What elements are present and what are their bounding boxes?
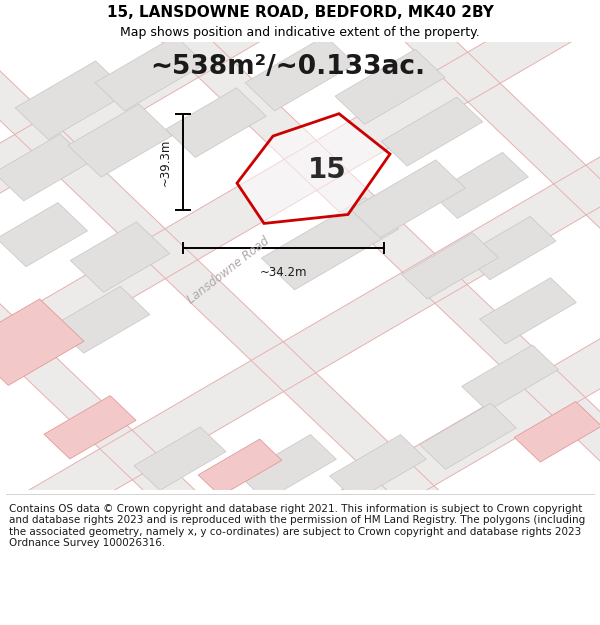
Polygon shape [335, 49, 445, 124]
Polygon shape [431, 152, 529, 218]
Polygon shape [0, 202, 88, 267]
Polygon shape [44, 396, 136, 459]
Polygon shape [381, 97, 483, 166]
Text: Contains OS data © Crown copyright and database right 2021. This information is : Contains OS data © Crown copyright and d… [9, 504, 585, 548]
Polygon shape [329, 434, 427, 501]
Polygon shape [479, 278, 577, 344]
Polygon shape [410, 0, 600, 408]
Polygon shape [464, 216, 556, 280]
Polygon shape [0, 0, 600, 526]
Polygon shape [0, 134, 90, 201]
Polygon shape [95, 36, 205, 111]
Polygon shape [262, 198, 398, 290]
Text: ~34.2m: ~34.2m [260, 266, 307, 279]
Text: Map shows position and indicative extent of the property.: Map shows position and indicative extent… [120, 26, 480, 39]
Polygon shape [0, 0, 493, 625]
Polygon shape [0, 0, 494, 188]
Polygon shape [166, 88, 266, 158]
Polygon shape [15, 61, 129, 139]
Polygon shape [0, 6, 600, 625]
Polygon shape [0, 0, 600, 413]
Polygon shape [0, 299, 84, 386]
Polygon shape [107, 0, 600, 584]
Polygon shape [198, 439, 282, 496]
Polygon shape [0, 0, 600, 300]
Text: ~39.3m: ~39.3m [159, 138, 172, 186]
Polygon shape [461, 345, 559, 411]
Polygon shape [245, 36, 355, 111]
Text: ~538m²/~0.133ac.: ~538m²/~0.133ac. [151, 54, 425, 79]
Polygon shape [68, 104, 172, 177]
Polygon shape [54, 286, 150, 353]
Polygon shape [237, 114, 390, 224]
Polygon shape [514, 401, 600, 462]
Polygon shape [0, 119, 600, 625]
Polygon shape [70, 222, 170, 292]
Polygon shape [259, 0, 600, 496]
Polygon shape [419, 403, 517, 469]
Text: Lansdowne Road: Lansdowne Road [184, 234, 272, 306]
Text: 15: 15 [308, 156, 346, 184]
Text: 15, LANSDOWNE ROAD, BEDFORD, MK40 2BY: 15, LANSDOWNE ROAD, BEDFORD, MK40 2BY [107, 5, 493, 20]
Polygon shape [239, 434, 337, 501]
Polygon shape [350, 160, 466, 238]
Polygon shape [401, 233, 499, 299]
Polygon shape [134, 427, 226, 490]
